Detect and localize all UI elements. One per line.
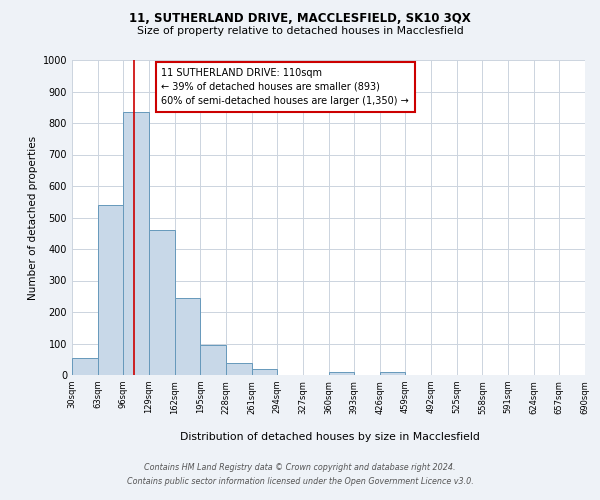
Bar bbox=[226, 363, 251, 375]
Y-axis label: Number of detached properties: Number of detached properties bbox=[28, 136, 38, 300]
Text: Distribution of detached houses by size in Macclesfield: Distribution of detached houses by size … bbox=[180, 432, 480, 442]
Text: Size of property relative to detached houses in Macclesfield: Size of property relative to detached ho… bbox=[137, 26, 463, 36]
Bar bbox=[149, 230, 175, 375]
Bar bbox=[329, 372, 354, 375]
Bar bbox=[72, 358, 98, 375]
Text: Contains public sector information licensed under the Open Government Licence v3: Contains public sector information licen… bbox=[127, 477, 473, 486]
Bar bbox=[251, 368, 277, 375]
Bar bbox=[98, 205, 124, 375]
Bar bbox=[380, 372, 406, 375]
Text: 11, SUTHERLAND DRIVE, MACCLESFIELD, SK10 3QX: 11, SUTHERLAND DRIVE, MACCLESFIELD, SK10… bbox=[129, 12, 471, 26]
Text: Contains HM Land Registry data © Crown copyright and database right 2024.: Contains HM Land Registry data © Crown c… bbox=[144, 464, 456, 472]
Text: 11 SUTHERLAND DRIVE: 110sqm
← 39% of detached houses are smaller (893)
60% of se: 11 SUTHERLAND DRIVE: 110sqm ← 39% of det… bbox=[161, 68, 409, 106]
Bar bbox=[175, 298, 200, 375]
Bar bbox=[124, 112, 149, 375]
Bar bbox=[200, 345, 226, 375]
